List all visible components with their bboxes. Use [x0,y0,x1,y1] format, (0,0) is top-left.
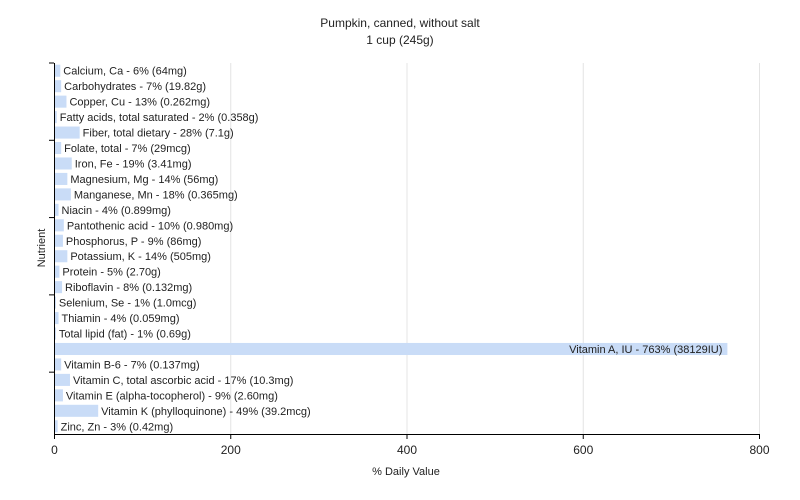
bar-16 [55,312,59,325]
bar-0 [55,64,61,77]
bar-12 [55,250,68,263]
bar-label-13: Protein - 5% (2.70g) [62,267,160,279]
chart-title: Pumpkin, canned, without salt [320,16,480,30]
bar-label-11: Phosphorus, P - 9% (86mg) [66,236,202,248]
bar-label-16: Thiamin - 4% (0.059mg) [62,313,180,325]
bar-3 [55,111,57,124]
bar-6 [55,157,72,170]
bar-label-3: Fatty acids, total saturated - 2% (0.358… [60,112,259,124]
bar-1 [55,80,62,93]
x-tick-label-1: 200 [221,443,241,457]
x-tick-label-3: 600 [573,443,593,457]
bar-8 [55,188,71,201]
bar-4 [55,126,80,139]
bar-15 [55,296,56,309]
bar-label-10: Pantothenic acid - 10% (0.980mg) [67,220,233,232]
bar-19 [55,358,62,371]
y-axis-label: Nutrient [36,228,48,268]
bar-label-12: Potassium, K - 14% (505mg) [70,251,211,263]
bar-5 [55,141,62,155]
bar-18 [55,342,728,356]
bar-14 [55,281,63,294]
chart-subtitle: 1 cup (245g) [366,33,434,47]
bar-2 [55,95,67,108]
bar-label-8: Manganese, Mn - 18% (0.365mg) [74,189,238,201]
bar-11 [55,234,63,247]
x-tick-label-4: 800 [749,443,769,457]
x-axis-label: % Daily Value [372,466,440,478]
bar-label-18: Vitamin A, IU - 763% (38129IU) [569,344,722,356]
bar-23 [55,420,58,433]
bar-9 [55,203,59,216]
bar-label-14: Riboflavin - 8% (0.132mg) [65,282,192,294]
x-tick-label-0: 0 [51,443,58,457]
bar-label-5: Folate, total - 7% (29mcg) [64,143,191,155]
bar-label-17: Total lipid (fat) - 1% (0.69g) [59,329,191,341]
bar-label-1: Carbohydrates - 7% (19.82g) [64,81,206,93]
bar-label-23: Zinc, Zn - 3% (0.42mg) [61,421,173,433]
bar-label-2: Copper, Cu - 13% (0.262mg) [69,97,210,109]
bar-7 [55,172,68,185]
bar-label-7: Magnesium, Mg - 14% (56mg) [70,174,218,186]
bar-label-19: Vitamin B-6 - 7% (0.137mg) [64,359,200,371]
bar-22 [55,404,99,417]
bar-label-15: Selenium, Se - 1% (1.0mcg) [59,298,197,310]
bar-label-22: Vitamin K (phylloquinone) - 49% (39.2mcg… [101,406,311,418]
bar-label-6: Iron, Fe - 19% (3.41mg) [75,158,192,170]
bar-21 [55,389,63,402]
bar-10 [55,219,64,232]
bar-label-4: Fiber, total dietary - 28% (7.1g) [83,128,234,140]
bar-20 [55,373,70,386]
bar-label-21: Vitamin E (alpha-tocopherol) - 9% (2.60m… [66,390,278,402]
bar-13 [55,265,60,278]
bar-label-9: Niacin - 4% (0.899mg) [62,205,171,217]
bar-17 [55,327,56,340]
x-tick-label-2: 400 [397,443,417,457]
bar-label-20: Vitamin C, total ascorbic acid - 17% (10… [73,375,294,387]
bar-label-0: Calcium, Ca - 6% (64mg) [63,66,186,78]
